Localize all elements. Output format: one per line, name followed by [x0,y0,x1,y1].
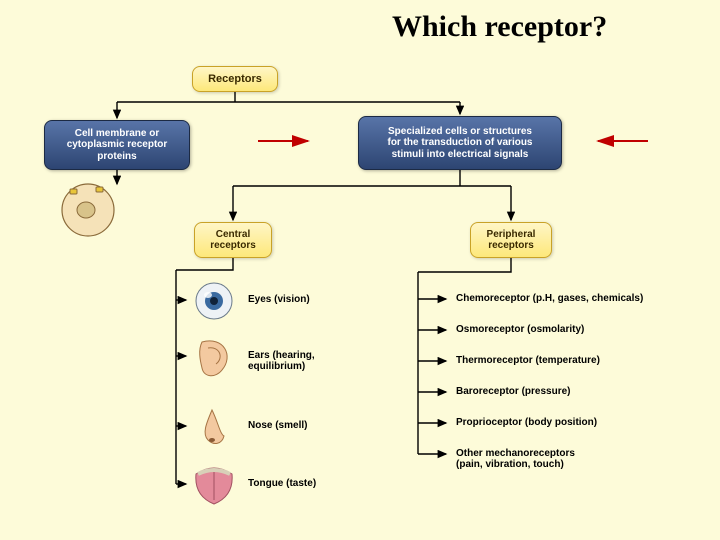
peripheral-item-label: Other mechanoreceptors (pain, vibration,… [456,448,575,470]
connectors [0,0,720,540]
page-title: Which receptor? [392,10,607,44]
node-label: Central receptors [210,229,256,252]
central-item-label: Eyes (vision) [248,294,310,305]
peripheral-item-label: Thermoreceptor (temperature) [456,355,600,366]
peripheral-item-label: Osmoreceptor (osmolarity) [456,324,584,335]
node-cell-membrane: Cell membrane or cytoplasmic receptor pr… [44,120,190,170]
node-label: Peripheral receptors [487,229,536,252]
central-item-label: Tongue (taste) [248,478,316,489]
peripheral-item-label: Proprioceptor (body position) [456,417,597,428]
nose-icon [188,404,240,450]
peripheral-item-label: Chemoreceptor (p.H, gases, chemicals) [456,293,643,304]
node-specialized: Specialized cells or structures for the … [358,116,562,170]
cell-illustration [58,180,118,240]
ear-icon [188,334,240,380]
central-item-label: Nose (smell) [248,420,307,431]
node-label: Receptors [208,73,262,86]
central-item-label: Ears (hearing, equilibrium) [248,350,315,372]
node-label: Specialized cells or structures for the … [387,126,532,161]
node-receptors: Receptors [192,66,278,92]
eye-icon [188,278,240,324]
tongue-icon [188,462,240,508]
node-label: Cell membrane or cytoplasmic receptor pr… [67,128,168,163]
peripheral-item-label: Baroreceptor (pressure) [456,386,570,397]
node-central: Central receptors [194,222,272,258]
node-peripheral: Peripheral receptors [470,222,552,258]
